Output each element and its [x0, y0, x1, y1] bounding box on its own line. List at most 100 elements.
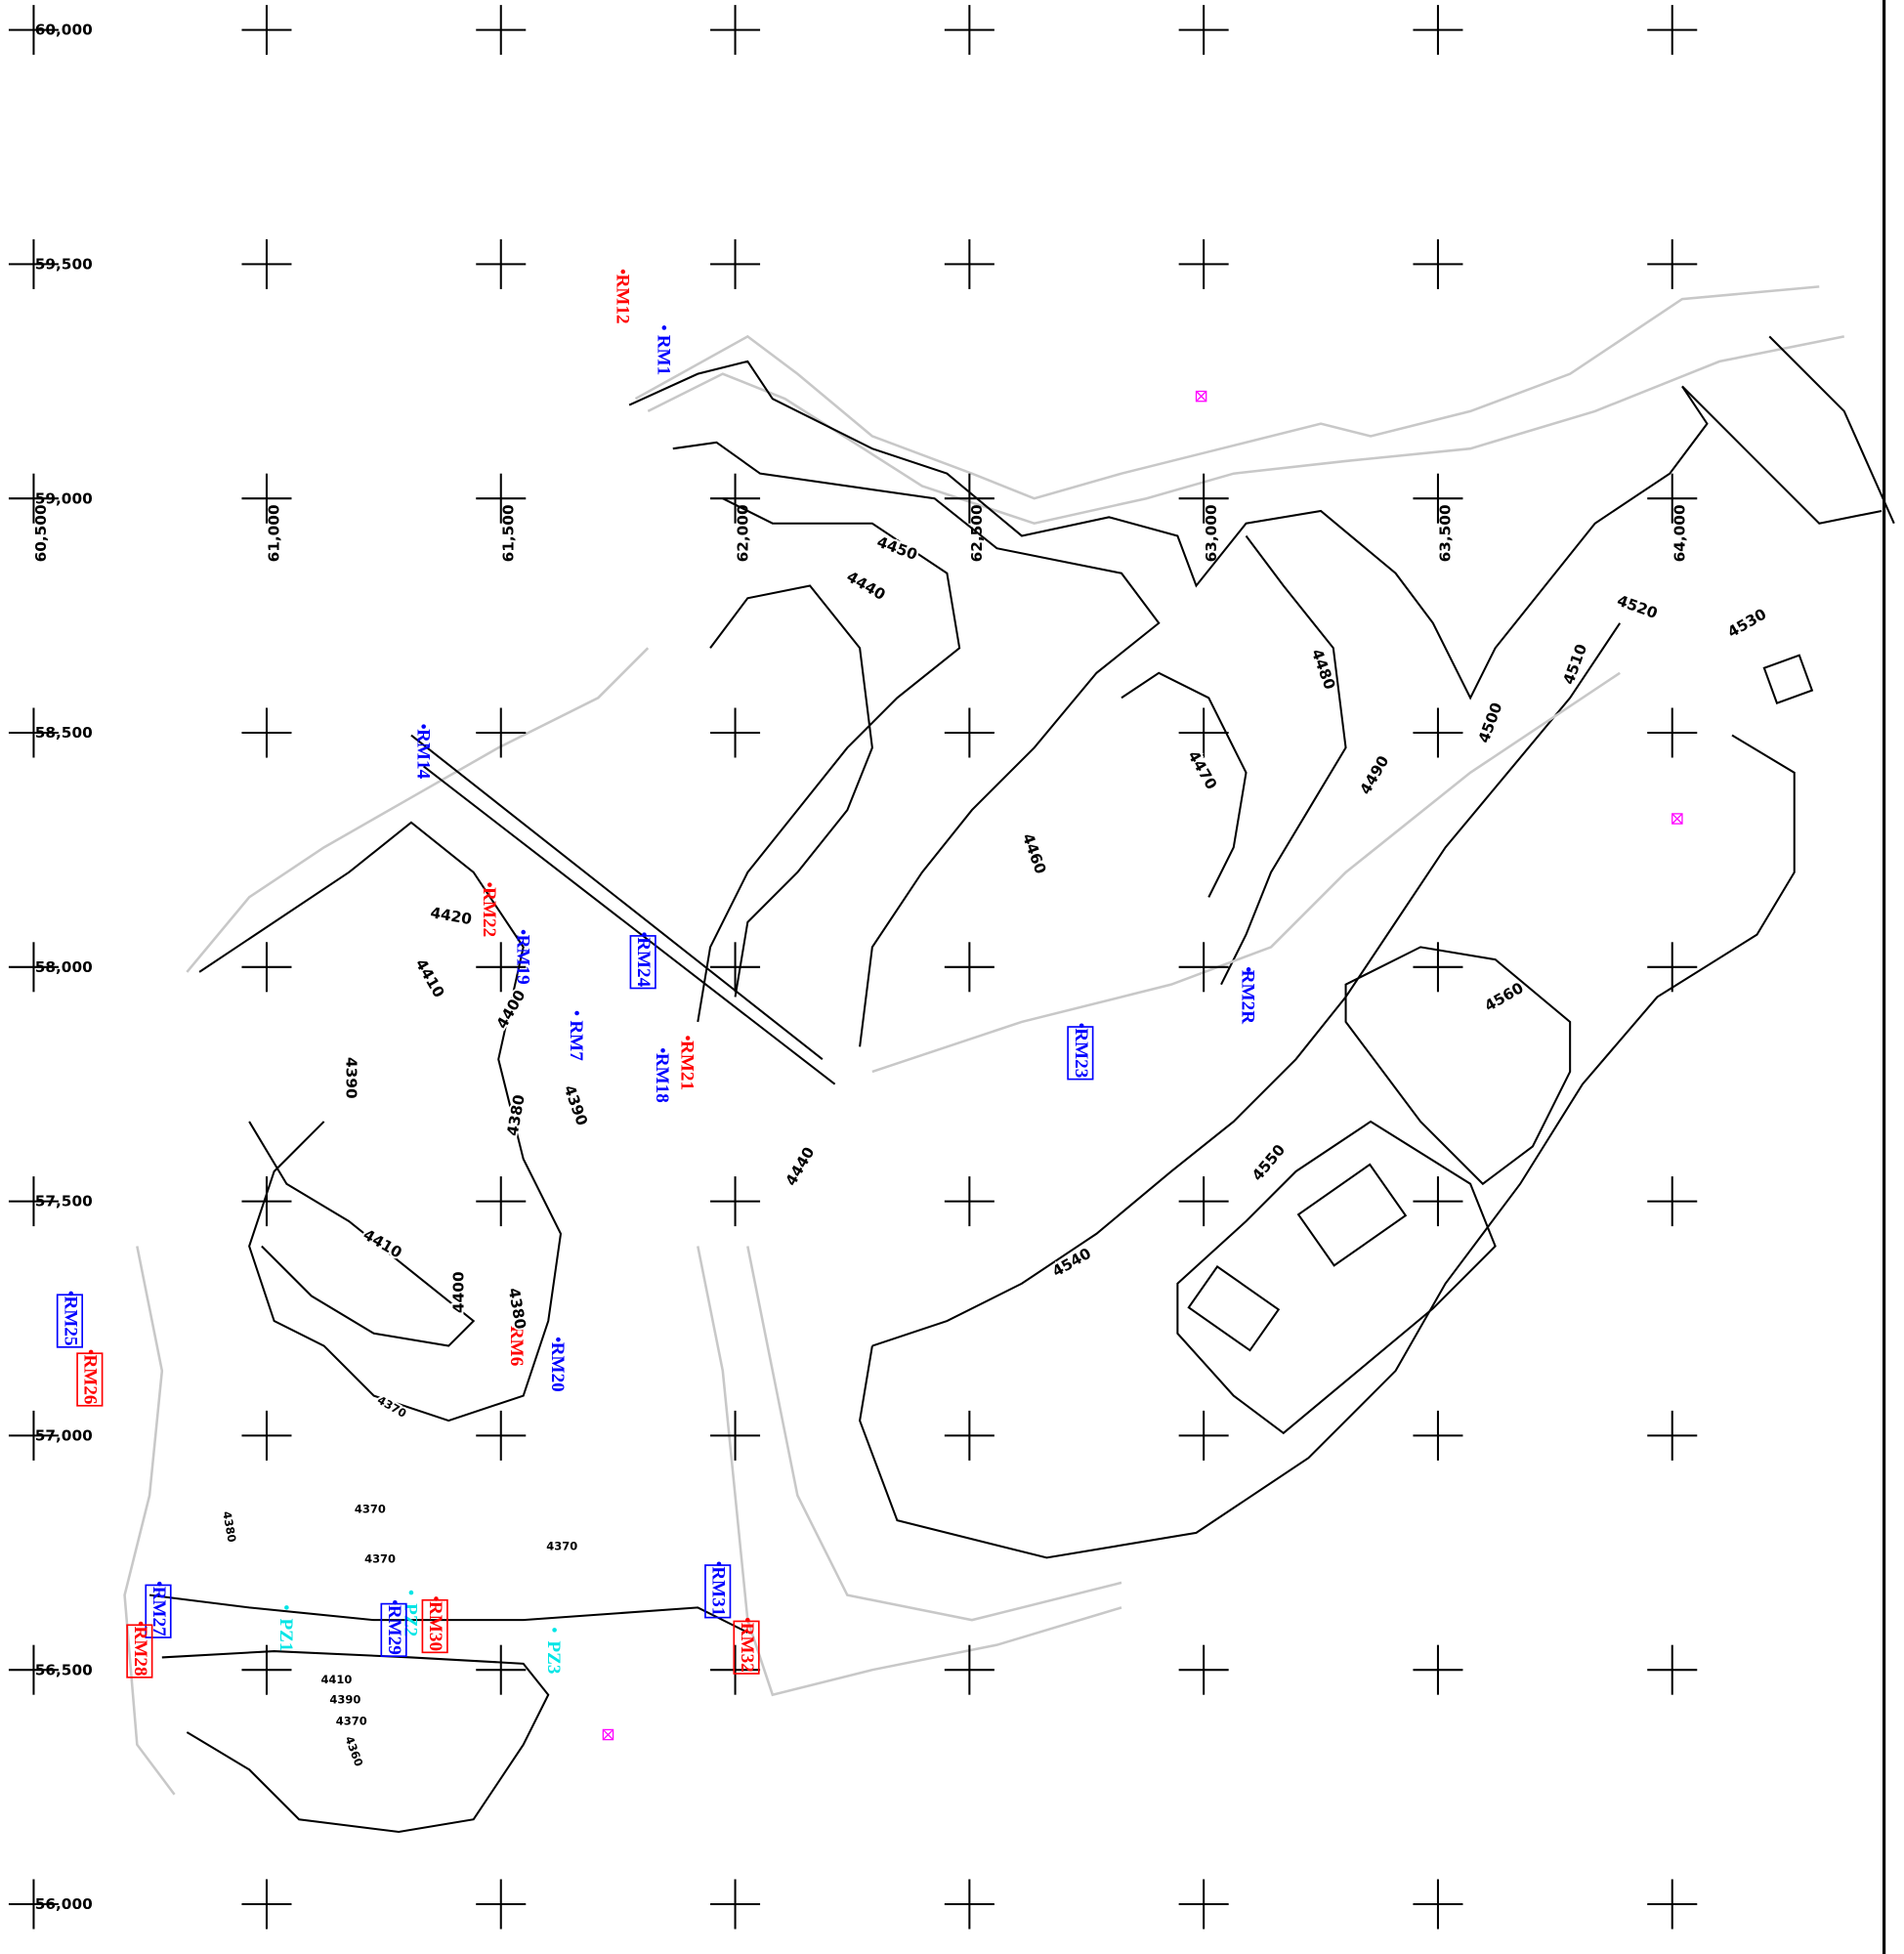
easting-label: 63,000 — [1203, 504, 1220, 562]
station-point — [393, 1600, 398, 1605]
contour-label: 4390 — [329, 1693, 360, 1707]
station: RM25 — [58, 1292, 83, 1347]
northing-label: 58,000 — [35, 958, 93, 976]
station-point — [409, 1591, 414, 1595]
northing-label: 56,500 — [35, 1661, 93, 1678]
northing-label: 57,500 — [35, 1193, 93, 1211]
station-point — [521, 930, 526, 935]
station: RM30 — [422, 1596, 447, 1652]
station-point — [68, 1292, 73, 1296]
station-point — [620, 270, 625, 275]
station-point — [642, 932, 647, 937]
station-point — [686, 1036, 691, 1041]
station-label: PZ3 — [543, 1640, 564, 1674]
station-point — [660, 1048, 665, 1053]
station-point — [284, 1605, 289, 1610]
station-point — [1079, 1023, 1084, 1028]
station: RM32 — [734, 1618, 759, 1674]
contour-label: 4400 — [449, 1271, 467, 1313]
station-point — [139, 1622, 144, 1627]
contour-label: 4470 — [1184, 747, 1220, 792]
station: RM26 — [77, 1350, 103, 1406]
station-label: RM6 — [506, 1326, 527, 1366]
station-label: RM22 — [479, 887, 499, 937]
contour-label: 4510 — [1560, 642, 1590, 687]
station-label: RM20 — [547, 1342, 568, 1392]
contour-label: 4450 — [874, 533, 919, 564]
easting-label: 62,500 — [968, 504, 986, 562]
station: RM29 — [381, 1600, 406, 1656]
station-point — [662, 325, 667, 330]
station-label: RM1 — [653, 335, 673, 375]
station-label: RM24 — [633, 937, 654, 987]
station-point — [487, 882, 492, 887]
station: RM24 — [630, 932, 656, 988]
contour-label: 4380 — [504, 1093, 529, 1137]
easting-label: 62,000 — [734, 504, 751, 562]
contour-label: 4390 — [343, 1057, 360, 1099]
station: RM20 — [547, 1338, 568, 1392]
contour-label: 4370 — [546, 1540, 577, 1553]
station-point — [89, 1350, 94, 1355]
station: RM7 — [566, 1011, 586, 1062]
contour-label: 4420 — [429, 904, 473, 928]
easting-label: 60,500 — [32, 504, 50, 562]
station-point — [745, 1618, 750, 1623]
contour-label: 4410 — [412, 956, 448, 1000]
station-point — [157, 1582, 162, 1587]
station: RM28 — [127, 1622, 152, 1678]
topographic-map: 60,00059,50059,00058,50058,00057,50057,0… — [0, 0, 1904, 1954]
station-point — [574, 1011, 579, 1016]
station: RM14 — [412, 724, 433, 779]
contour-label: 4460 — [1019, 831, 1049, 876]
station: PZ3 — [543, 1628, 564, 1674]
station-label: RM30 — [425, 1601, 445, 1651]
station-point — [421, 724, 426, 729]
northing-label: 59,500 — [35, 256, 93, 274]
station-label: RM23 — [1071, 1028, 1091, 1078]
station-label: RM26 — [80, 1354, 101, 1404]
contour-label: 4370 — [336, 1714, 367, 1727]
station: RM22 — [479, 882, 499, 937]
station-label: RM2R — [1238, 970, 1258, 1024]
contour-label: 4410 — [360, 1226, 405, 1262]
contours — [125, 286, 1894, 1832]
station: RM1 — [653, 325, 673, 375]
station-label: RM7 — [566, 1020, 586, 1061]
station: RM12 — [612, 270, 632, 324]
contour-label: 4380 — [220, 1510, 238, 1544]
contour-label: 4500 — [1475, 701, 1505, 745]
station-label: RM12 — [612, 275, 632, 324]
easting-label: 64,000 — [1671, 504, 1689, 562]
contour-label: 4530 — [1724, 605, 1769, 641]
contour-label: 4490 — [1357, 752, 1393, 797]
station-label: RM31 — [708, 1566, 729, 1616]
station: RM31 — [705, 1561, 731, 1617]
survey-markers — [603, 392, 1682, 1740]
easting-label: 61,000 — [266, 504, 283, 562]
station-point — [1247, 967, 1251, 972]
northing-label: 56,000 — [35, 1895, 93, 1913]
easting-label: 61,500 — [500, 504, 518, 562]
contour-label: 4520 — [1615, 592, 1660, 622]
station-point — [552, 1628, 557, 1633]
northing-label: 60,000 — [35, 21, 93, 39]
contour-label: 4360 — [342, 1734, 365, 1768]
contour-label: 4410 — [320, 1673, 352, 1686]
station: RM18 — [652, 1048, 672, 1103]
station-label: RM21 — [677, 1041, 698, 1090]
station-label: PZ1 — [275, 1618, 296, 1651]
contour-label: 4400 — [493, 987, 529, 1032]
station: RM23 — [1068, 1023, 1093, 1079]
northing-label: 58,500 — [35, 724, 93, 742]
station-label: RM14 — [412, 729, 433, 779]
contour-label: 4440 — [844, 568, 889, 604]
contour-label: 4440 — [783, 1144, 819, 1189]
station-point — [434, 1596, 439, 1601]
station: RM2R — [1238, 967, 1258, 1024]
station-point — [717, 1561, 722, 1566]
contour-label: 4390 — [560, 1083, 590, 1127]
contour-label: 4370 — [375, 1393, 409, 1421]
contour-label: 4380 — [505, 1287, 529, 1331]
station-label: RM18 — [652, 1053, 672, 1103]
